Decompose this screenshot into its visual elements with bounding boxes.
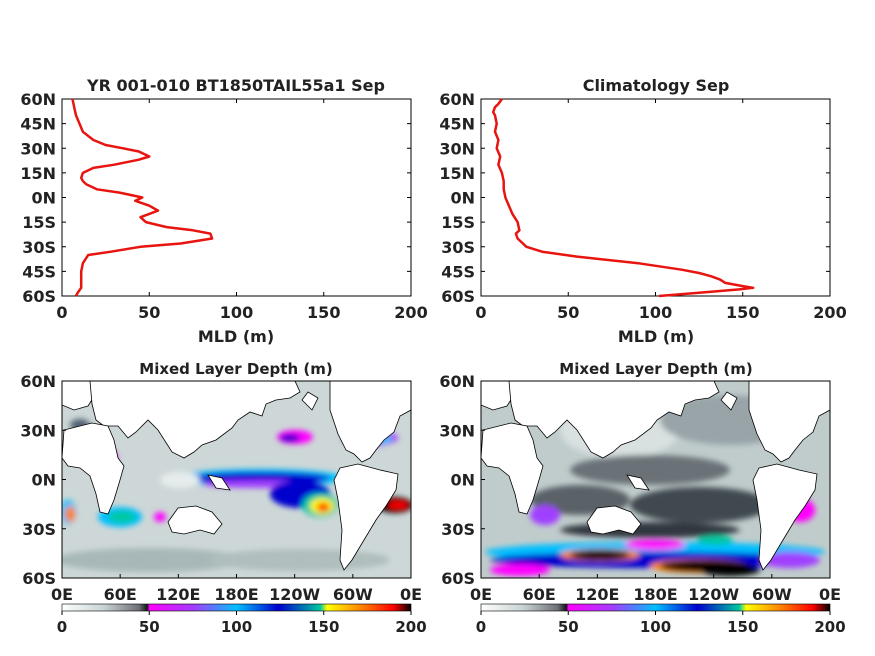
ytick-label: 15S [22,213,56,232]
map-xtick-label: 0E [400,585,422,604]
xtick-label: 150 [726,303,759,322]
ytick-label: 0N [450,189,475,208]
xtick-label: 0 [475,303,486,322]
ytick-label: 45S [441,262,475,281]
chart-title-map-model: Mixed Layer Depth (m) [139,360,332,378]
map-xtick-label: 120E [575,585,619,604]
map-xtick-label: 120E [156,585,200,604]
map-xtick-label: 0E [470,585,492,604]
xaxis-label-profile-model: MLD (m) [198,327,274,346]
map-xtick-label: 60E [104,585,137,604]
ytick-label: 45N [439,115,475,134]
map-ytick-label: 0N [31,471,56,490]
map-ytick-label: 30N [439,421,475,440]
xaxis-label-profile-climatology: MLD (m) [618,327,694,346]
colorbar-tick-label: 100 [640,618,671,636]
colorbar-tick-label: 150 [308,618,339,636]
map-xtick-label: 120W [688,585,739,604]
colorbar-model [61,603,412,612]
map-xtick-label: 60E [523,585,556,604]
map-ytick-label: 60N [20,372,56,391]
mld-map-climatology [481,381,830,578]
ytick-label: 60N [20,90,56,109]
map-xtick-label: 180E [633,585,677,604]
mld-map-model [62,381,411,578]
ytick-label: 15S [441,213,475,232]
chart-title-profile-climatology: Climatology Sep [583,76,730,95]
colorbar-tick-label: 150 [727,618,758,636]
plot-frame-model [61,98,412,297]
ytick-label: 45N [20,115,56,134]
ytick-label: 15N [439,164,475,183]
map-xtick-label: 60W [752,585,792,604]
map-ytick-label: 30N [20,421,56,440]
map-xtick-label: 0E [51,585,73,604]
colorbar-tick-label: 50 [139,618,160,636]
map-ytick-label: 30S [441,520,475,539]
chart-title-profile-model: YR 001-010 BT1850TAIL55a1 Sep [86,76,385,95]
ytick-label: 60S [441,287,475,306]
map-xtick-label: 0E [819,585,841,604]
map-ytick-label: 60S [441,569,475,588]
ytick-label: 45S [22,262,56,281]
ytick-label: 60S [22,287,56,306]
map-ytick-label: 60S [22,569,56,588]
mld-profile-line-climatology [491,98,755,298]
map-xtick-label: 120W [269,585,320,604]
ytick-label: 60N [439,90,475,109]
colorbar-tick-label: 200 [395,618,426,636]
map-ytick-label: 60N [439,372,475,391]
ytick-label: 30N [439,139,475,158]
xtick-label: 150 [307,303,340,322]
chart-title-map-climatology: Mixed Layer Depth (m) [559,360,752,378]
xtick-label: 50 [557,303,579,322]
ytick-label: 15N [20,164,56,183]
colorbar-tick-label: 0 [476,618,486,636]
colorbar-tick-label: 0 [57,618,67,636]
xtick-label: 200 [813,303,846,322]
map-ytick-label: 0N [450,471,475,490]
xtick-label: 50 [138,303,160,322]
map-xtick-label: 60W [333,585,373,604]
mld-profile-line-model [71,98,214,297]
colorbar-tick-label: 50 [558,618,579,636]
ytick-label: 30N [20,139,56,158]
colorbar-climatology [480,603,831,612]
xtick-label: 0 [56,303,67,322]
ytick-label: 0N [31,189,56,208]
colorbar-tick-label: 100 [221,618,252,636]
map-xtick-label: 180E [214,585,258,604]
map-ytick-label: 30S [22,520,56,539]
xtick-label: 100 [220,303,253,322]
xtick-label: 200 [394,303,427,322]
ytick-label: 30S [441,238,475,257]
xtick-label: 100 [639,303,672,322]
colorbar-tick-label: 200 [814,618,845,636]
ytick-label: 30S [22,238,56,257]
